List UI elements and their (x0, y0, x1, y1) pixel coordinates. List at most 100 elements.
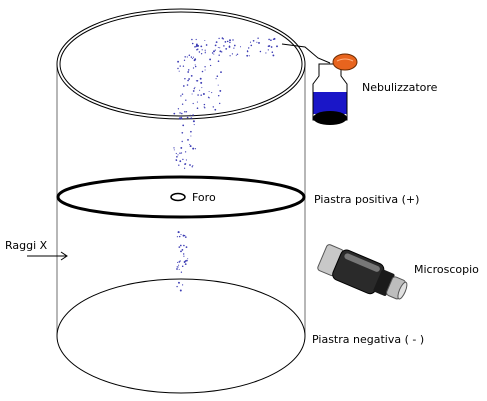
droplet (221, 51, 223, 53)
droplet (191, 42, 194, 45)
droplet (179, 244, 182, 247)
droplet (192, 165, 194, 167)
droplet (186, 116, 189, 119)
droplet (179, 112, 181, 114)
droplet (257, 37, 259, 39)
droplet (176, 268, 178, 270)
droplet (204, 49, 206, 51)
droplet (192, 114, 194, 116)
droplet (218, 37, 220, 40)
droplet (248, 55, 250, 57)
droplet (177, 108, 180, 110)
droplet (194, 86, 196, 88)
cylinder-top-inner-ring (59, 11, 303, 117)
droplet (192, 147, 195, 150)
droplet (184, 235, 186, 237)
hole-label: Foro (192, 191, 216, 204)
cylinder-top-outer-ring (56, 8, 306, 120)
droplet (196, 101, 198, 103)
droplet (187, 71, 190, 73)
droplet (252, 39, 255, 42)
droplet (188, 54, 191, 57)
droplet (192, 90, 195, 92)
droplet (176, 285, 178, 288)
droplet (195, 43, 198, 46)
droplet (181, 131, 184, 134)
droplet (268, 45, 271, 47)
droplet (178, 235, 181, 238)
droplet (180, 152, 183, 154)
droplet (173, 149, 175, 151)
droplet (184, 151, 187, 153)
droplet (178, 70, 180, 72)
positive-plate-label: Piastra positiva (+) (314, 193, 420, 206)
droplet (215, 41, 218, 43)
droplet (220, 71, 222, 74)
droplet (175, 152, 177, 155)
droplet (196, 107, 199, 110)
droplet (271, 51, 274, 53)
droplet (215, 78, 217, 80)
droplet (200, 94, 202, 96)
droplet (177, 266, 179, 268)
droplet (258, 41, 260, 44)
droplet (184, 111, 186, 113)
droplet (179, 152, 181, 155)
droplet (209, 58, 212, 61)
droplet (180, 271, 183, 273)
droplet (180, 250, 182, 253)
droplet (235, 54, 237, 56)
droplet (189, 114, 191, 117)
droplet (219, 47, 221, 49)
droplet (187, 258, 189, 260)
droplet (199, 77, 202, 80)
droplet (183, 167, 186, 169)
droplet (184, 78, 186, 80)
droplet (189, 144, 191, 145)
droplet (195, 44, 198, 47)
droplet (192, 120, 195, 123)
droplet (200, 45, 203, 48)
droplet (211, 52, 214, 54)
droplet (216, 75, 219, 77)
droplet (187, 79, 189, 82)
droplet (268, 38, 270, 41)
droplet (217, 46, 219, 49)
droplet (187, 69, 190, 71)
droplet (196, 80, 199, 82)
droplet (250, 44, 253, 47)
droplet (236, 53, 239, 56)
droplet (201, 49, 203, 51)
droplet (249, 41, 252, 43)
droplet (232, 39, 234, 41)
droplet (189, 164, 191, 166)
droplet (219, 50, 222, 53)
droplet (180, 146, 183, 149)
droplet (229, 41, 231, 44)
droplet (183, 59, 186, 61)
microscope-icon (317, 244, 408, 300)
spray-bottle-icon (281, 43, 358, 125)
droplet (191, 166, 193, 168)
droplet (225, 48, 228, 50)
droplet (259, 50, 262, 53)
microscope-label: Microscopio (414, 263, 479, 276)
droplet (178, 246, 181, 248)
droplet (182, 124, 185, 127)
droplet (178, 264, 180, 266)
droplet (183, 255, 185, 257)
droplet (178, 117, 181, 120)
droplet (185, 111, 187, 113)
droplet (190, 74, 193, 77)
droplet (187, 139, 189, 141)
droplet (204, 66, 206, 68)
nebulizer-label: Nebulizzatore (362, 81, 438, 94)
droplet (192, 67, 195, 69)
droplet (204, 69, 206, 71)
droplet (233, 44, 236, 47)
droplet (184, 260, 187, 262)
droplet (197, 48, 199, 50)
droplet (272, 54, 275, 57)
droplet (190, 56, 193, 58)
